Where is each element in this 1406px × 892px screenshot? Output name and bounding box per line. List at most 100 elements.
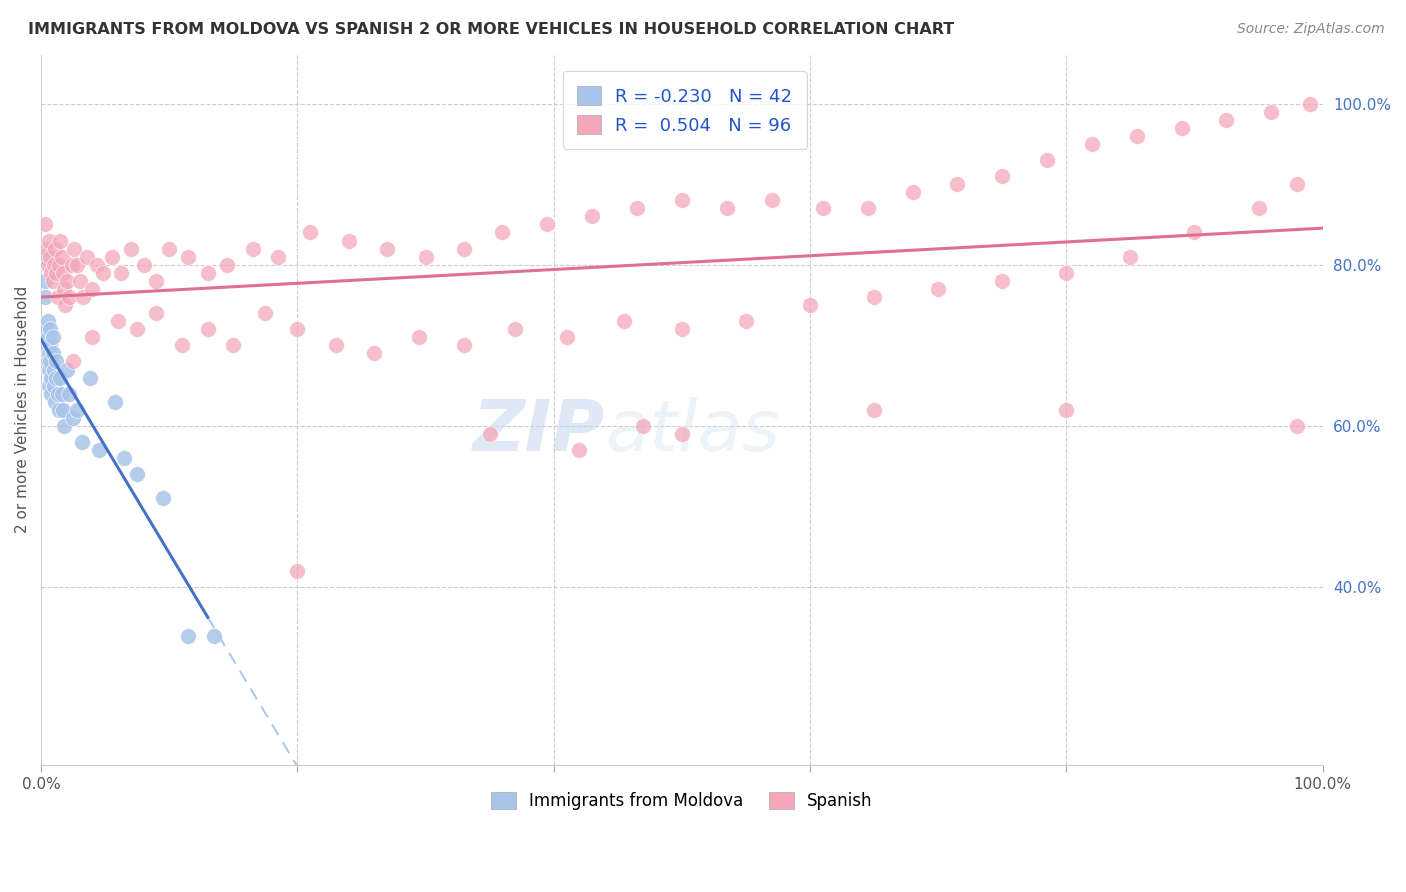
Point xyxy=(408,330,430,344)
Point xyxy=(112,451,135,466)
Point xyxy=(626,202,648,216)
Point xyxy=(568,443,591,458)
Point xyxy=(202,628,225,642)
Point xyxy=(41,274,63,288)
Point xyxy=(38,346,60,360)
Point xyxy=(222,338,245,352)
Point xyxy=(287,564,309,578)
Point xyxy=(799,298,821,312)
Point xyxy=(453,338,475,352)
Point xyxy=(856,202,879,216)
Point xyxy=(267,250,290,264)
Point xyxy=(716,202,738,216)
Point xyxy=(38,378,60,392)
Point xyxy=(1299,96,1322,111)
Point xyxy=(70,435,93,450)
Point xyxy=(41,370,63,384)
Point xyxy=(38,362,60,376)
Point xyxy=(34,290,56,304)
Point xyxy=(49,234,72,248)
Point xyxy=(254,306,277,320)
Point xyxy=(581,210,603,224)
Point xyxy=(39,338,62,352)
Legend: Immigrants from Moldova, Spanish: Immigrants from Moldova, Spanish xyxy=(485,785,879,816)
Point xyxy=(82,282,104,296)
Point xyxy=(299,226,322,240)
Point xyxy=(613,314,636,328)
Point xyxy=(197,266,219,280)
Point xyxy=(197,322,219,336)
Point xyxy=(120,242,142,256)
Point xyxy=(1184,226,1206,240)
Point xyxy=(62,410,84,425)
Point xyxy=(48,402,70,417)
Point xyxy=(453,242,475,256)
Point xyxy=(60,258,83,272)
Point xyxy=(58,290,80,304)
Point xyxy=(87,443,110,458)
Point xyxy=(901,185,924,199)
Point xyxy=(62,354,84,368)
Point xyxy=(127,322,149,336)
Point xyxy=(735,314,758,328)
Point xyxy=(39,322,62,336)
Point xyxy=(127,467,149,482)
Point xyxy=(555,330,578,344)
Point xyxy=(35,338,58,352)
Point xyxy=(991,274,1014,288)
Point xyxy=(52,266,75,280)
Point xyxy=(1170,120,1192,135)
Point xyxy=(170,338,193,352)
Point xyxy=(1054,266,1077,280)
Point xyxy=(55,362,77,376)
Point xyxy=(215,258,238,272)
Point xyxy=(1285,419,1308,434)
Y-axis label: 2 or more Vehicles in Household: 2 or more Vehicles in Household xyxy=(15,286,30,533)
Text: ZIP: ZIP xyxy=(472,397,605,466)
Point xyxy=(49,370,72,384)
Point xyxy=(91,266,114,280)
Point xyxy=(503,322,526,336)
Text: IMMIGRANTS FROM MOLDOVA VS SPANISH 2 OR MORE VEHICLES IN HOUSEHOLD CORRELATION C: IMMIGRANTS FROM MOLDOVA VS SPANISH 2 OR … xyxy=(28,22,955,37)
Point xyxy=(287,322,309,336)
Point xyxy=(37,258,59,272)
Point xyxy=(42,258,65,272)
Point xyxy=(152,491,174,506)
Point xyxy=(671,193,693,207)
Point xyxy=(375,242,398,256)
Point xyxy=(79,370,101,384)
Point xyxy=(76,250,98,264)
Point xyxy=(863,290,886,304)
Point xyxy=(45,266,67,280)
Point xyxy=(37,330,59,344)
Point xyxy=(110,266,132,280)
Point xyxy=(1215,112,1237,127)
Point xyxy=(58,386,80,401)
Point xyxy=(363,346,385,360)
Point xyxy=(107,314,129,328)
Point xyxy=(145,274,167,288)
Point xyxy=(1247,202,1270,216)
Point xyxy=(42,362,65,376)
Point xyxy=(69,274,91,288)
Point xyxy=(35,242,58,256)
Point xyxy=(44,242,66,256)
Point xyxy=(45,370,67,384)
Point xyxy=(51,386,73,401)
Point xyxy=(37,354,59,368)
Point xyxy=(157,242,180,256)
Point xyxy=(633,419,655,434)
Point xyxy=(671,322,693,336)
Point xyxy=(1119,250,1142,264)
Point xyxy=(66,258,89,272)
Point xyxy=(145,306,167,320)
Point xyxy=(761,193,783,207)
Point xyxy=(415,250,437,264)
Point xyxy=(51,250,73,264)
Point xyxy=(41,346,63,360)
Point xyxy=(41,330,63,344)
Point xyxy=(946,177,969,191)
Point xyxy=(82,330,104,344)
Point xyxy=(811,202,834,216)
Point xyxy=(72,290,94,304)
